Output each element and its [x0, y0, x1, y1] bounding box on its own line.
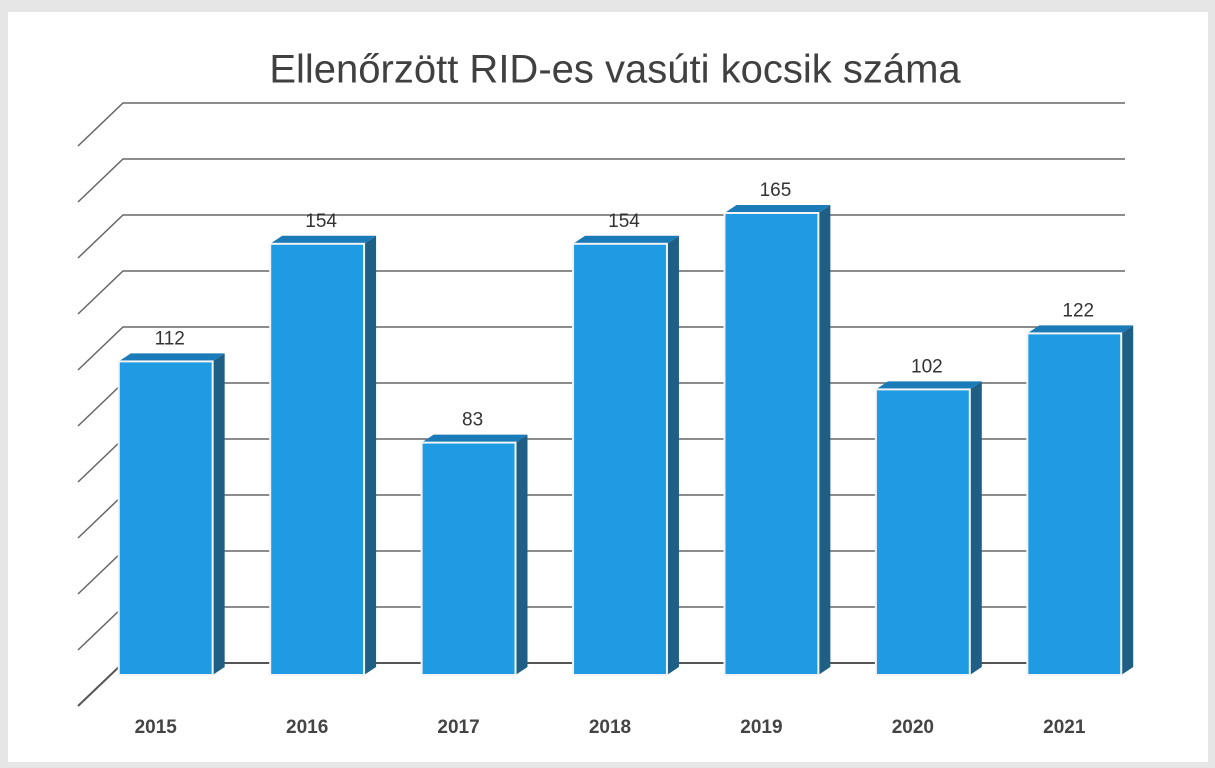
x-tick-label: 2015: [135, 717, 178, 738]
bar-top: [1027, 325, 1134, 334]
value-label: 102: [911, 356, 943, 377]
bar: [572, 242, 668, 677]
x-tick-label: 2016: [286, 717, 328, 738]
chart-title: Ellenőrzött RID-es vasúti kocsik száma: [269, 48, 961, 92]
grid-line: [77, 102, 1125, 147]
bar-top: [421, 434, 528, 443]
value-label: 165: [760, 180, 792, 201]
value-label: 83: [462, 410, 483, 431]
x-tick-label: 2017: [437, 717, 479, 738]
x-tick-label: 2018: [589, 717, 631, 738]
bar-top: [875, 381, 982, 390]
bar-top: [573, 235, 679, 244]
bar-side: [818, 205, 831, 675]
bar: [117, 360, 214, 676]
value-label: 154: [305, 211, 337, 232]
value-label: 154: [608, 211, 640, 232]
x-tick-label: 2020: [892, 717, 934, 738]
bar-side: [666, 235, 679, 676]
x-tick-label: 2019: [740, 717, 782, 738]
bar: [269, 242, 366, 677]
bar-side: [515, 434, 528, 675]
bar: [1026, 332, 1123, 676]
bar-side: [212, 353, 225, 675]
bar: [874, 388, 971, 676]
grid-line: [77, 158, 1125, 203]
bar-side: [969, 381, 982, 675]
value-label: 122: [1062, 300, 1094, 321]
bar-side: [1121, 325, 1134, 675]
bar-top: [118, 353, 225, 362]
bar-top: [724, 205, 831, 213]
bar-top: [270, 235, 377, 244]
x-tick-label: 2021: [1043, 717, 1086, 738]
bar: [723, 212, 820, 676]
value-label: 112: [155, 328, 185, 349]
bar: [420, 441, 517, 676]
bar-side: [364, 235, 377, 676]
